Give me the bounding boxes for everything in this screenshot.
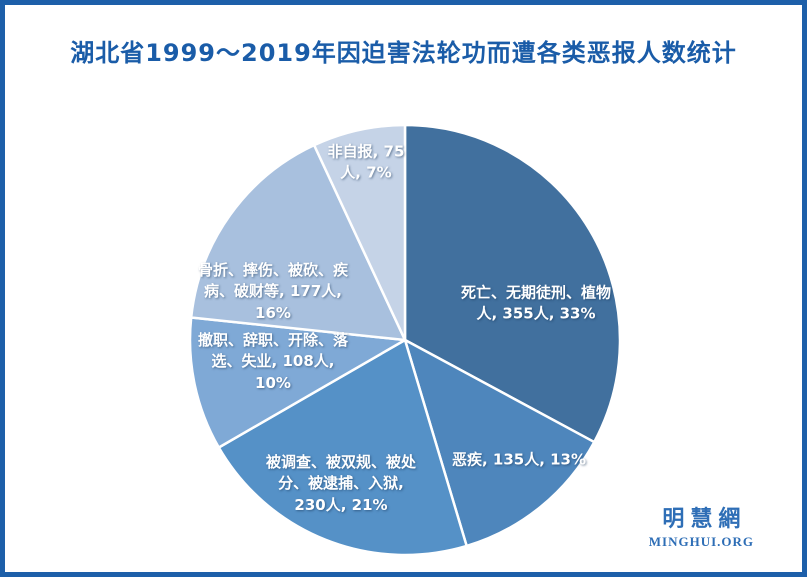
pie-slice: [217, 338, 468, 557]
minghui-logo: 明慧網 MINGHUI.ORG: [649, 501, 754, 550]
pie-chart: 死亡、无期徒刑、植物人, 355人, 33% 恶疾, 135人, 13% 被调查、被…: [5, 5, 802, 572]
minghui-logo-cn: 明慧網: [662, 507, 747, 532]
pie-slice: [403, 123, 622, 444]
pie-slice: [312, 123, 407, 342]
minghui-logo-en: MINGHUI.ORG: [648, 534, 754, 549]
pie-slice: [189, 143, 407, 342]
pie-chart-svg: [188, 123, 622, 557]
pie-slice: [188, 316, 407, 449]
page-title: 湖北省1999～2019年因迫害法轮功而遭各类恶报人数统计: [70, 39, 737, 67]
